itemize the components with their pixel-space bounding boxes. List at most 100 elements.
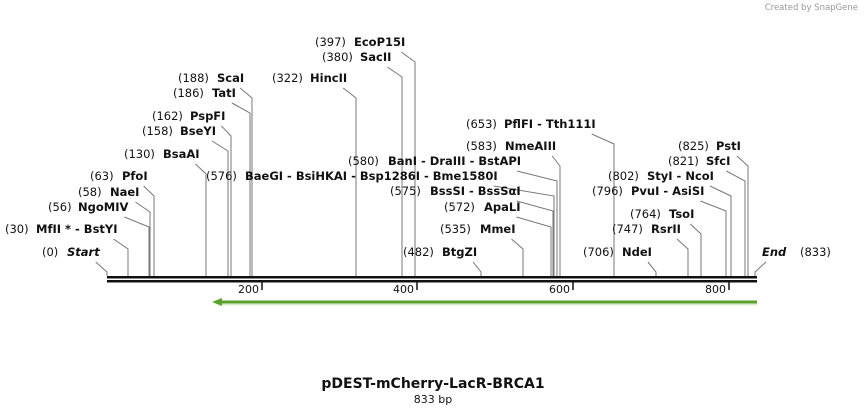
site-position: (796) [592, 184, 623, 198]
site-connector [516, 200, 554, 276]
site-position: (58) [78, 185, 102, 199]
site-label: (482) BtgZI [403, 245, 477, 259]
site-position: (576) [206, 169, 237, 183]
enzyme-name: BtgZI [442, 245, 477, 259]
ruler-tick-label: 400 [393, 283, 414, 296]
enzyme-name: BsaAI [163, 147, 200, 161]
enzyme-name: NmeAIII [505, 139, 556, 153]
feature-arrowhead [212, 298, 222, 306]
enzyme-name: BaeGI - BsiHKAI - Bsp1286I - Bme1580I [245, 169, 498, 183]
enzyme-name: ScaI [217, 71, 244, 85]
site-connector [195, 163, 207, 276]
site-position: (186) [173, 86, 204, 100]
site-connector [472, 261, 482, 276]
enzyme-name: Start [67, 245, 100, 259]
site-label: (821) SfcI [668, 154, 730, 168]
site-label: (747) RsrII [612, 222, 681, 236]
site-label: (764) TsoI [630, 207, 694, 221]
enzyme-name: StyI - NcoI [647, 169, 714, 183]
site-connector [516, 170, 558, 276]
site-connector [511, 238, 524, 276]
enzyme-name: RsrII [651, 222, 681, 236]
enzyme-name: PfoI [122, 169, 148, 183]
enzyme-name: SfcI [706, 154, 730, 168]
site-connector [211, 140, 229, 276]
enzyme-name: PstI [716, 139, 741, 153]
site-connector [754, 261, 767, 276]
site-connector [493, 185, 555, 276]
site-position: (572) [444, 200, 475, 214]
site-position: (825) [678, 139, 709, 153]
site-position: (158) [142, 124, 173, 138]
site-label: (186) TatI [173, 86, 236, 100]
enzyme-name: PflFI - Tth111I [504, 117, 596, 131]
site-connector [95, 261, 108, 276]
site-position: (580) [348, 154, 379, 168]
site-position: (56) [48, 200, 72, 214]
site-connector [700, 200, 727, 276]
site-connector [113, 238, 129, 276]
site-position: (322) [272, 71, 303, 85]
ruler-tick-label: 200 [238, 283, 259, 296]
site-connector [647, 261, 657, 276]
site-position: (397) [315, 35, 346, 49]
site-connector [231, 102, 251, 276]
enzyme-name: BssSI - BssSαI [430, 184, 521, 198]
enzyme-name: SacII [360, 50, 391, 64]
site-connector [221, 125, 232, 276]
site-position: (764) [630, 207, 661, 221]
site-label: (833) End [762, 245, 831, 259]
site-position: (188) [178, 71, 209, 85]
site-label: (576) BaeGI - BsiHKAI - Bsp1286I - Bme158… [206, 169, 498, 183]
enzyme-name: PvuI - AsiSI [631, 184, 704, 198]
ruler-tick-label: 600 [549, 283, 570, 296]
site-connector [736, 155, 749, 276]
site-connector [516, 216, 552, 276]
enzyme-name: HincII [310, 71, 347, 85]
map-title: pDEST-mCherry-LacR-BRCA1 [321, 376, 544, 392]
site-position: (0) [42, 245, 58, 259]
enzyme-name: BanI - DraIII - BstAPI [388, 154, 521, 168]
site-connector [551, 155, 561, 276]
enzyme-name: ApaLI [484, 200, 521, 214]
site-position: (833) [800, 245, 831, 259]
site-label: (796) PvuI - AsiSI [592, 184, 704, 198]
site-connector [676, 238, 689, 276]
site-label: (188) ScaI [178, 71, 244, 85]
site-connector [387, 66, 403, 276]
site-label: (162) PspFI [152, 109, 225, 123]
site-connector [135, 201, 151, 276]
enzyme-name: BseYI [180, 124, 216, 138]
site-label: (575) BssSI - BssSαI [390, 184, 521, 198]
ruler-tick-label: 800 [705, 283, 726, 296]
site-position: (162) [152, 109, 183, 123]
site-position: (482) [403, 245, 434, 259]
site-connector [124, 216, 150, 276]
site-connector [239, 87, 253, 276]
enzyme-name: MfII * - BstYI [36, 222, 118, 236]
watermark: Created by SnapGene [765, 3, 858, 13]
site-position: (380) [322, 50, 353, 64]
site-position: (653) [466, 117, 497, 131]
enzyme-name: NgoMIV [78, 200, 128, 214]
enzyme-name: End [762, 245, 787, 259]
map-subtitle: 833 bp [414, 393, 452, 406]
enzyme-name: TsoI [669, 207, 694, 221]
site-label: (63) PfoI [90, 169, 148, 183]
site-label: (58) NaeI [78, 185, 139, 199]
site-connector [143, 185, 155, 276]
enzyme-name: NdeI [622, 245, 652, 259]
site-connector [709, 185, 732, 276]
site-label: (535) MmeI [440, 222, 516, 236]
enzyme-name: PspFI [190, 109, 225, 123]
site-label: (56) NgoMIV [48, 200, 128, 214]
enzyme-name: TatI [212, 86, 236, 100]
site-label: (0) Start [42, 245, 100, 259]
enzyme-name: EcoP15I [354, 35, 405, 49]
site-position: (802) [608, 169, 639, 183]
site-label: (825) PstI [678, 139, 741, 153]
site-label: (706) NdeI [583, 245, 652, 259]
ruler-top [107, 276, 757, 279]
site-label: (380) SacII [322, 50, 391, 64]
